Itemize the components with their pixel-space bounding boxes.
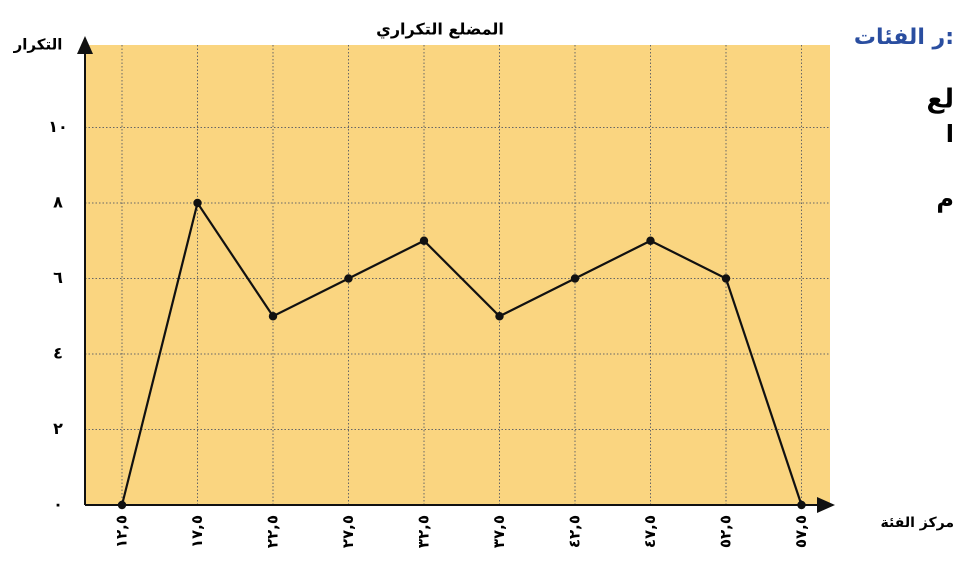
side-text: لع (926, 85, 954, 115)
side-text: ر الفئات: (854, 25, 954, 50)
point (495, 312, 503, 320)
y-tick-label: ٨ (53, 193, 63, 212)
x-tick-label: ٤٢,٥ (566, 515, 584, 548)
point (193, 199, 201, 207)
point (118, 501, 126, 509)
x-tick-label: ١٧,٥ (188, 515, 206, 548)
x-tick-label: ١٢,٥ (113, 515, 131, 548)
point (646, 237, 654, 245)
point (420, 237, 428, 245)
x-tick-label: ٣٧,٥ (490, 515, 508, 548)
y-axis-label: التكرار (13, 36, 63, 54)
x-tick-label: ٤٧,٥ (641, 515, 659, 548)
point (722, 274, 730, 282)
side-text: ا (946, 120, 954, 148)
x-tick-label: ٥٢,٥ (717, 515, 735, 548)
point (269, 312, 277, 320)
x-tick-label: ٣٢,٥ (415, 515, 433, 548)
side-text: م (936, 185, 954, 213)
x-tick-label: ٢٢,٥ (264, 515, 282, 548)
x-tick-label: ٥٧,٥ (792, 515, 810, 548)
y-tick-label: ١٠ (48, 117, 68, 136)
y-tick-label: ٤ (53, 344, 63, 363)
y-tick-label: ٢ (53, 419, 63, 438)
x-tick-label: ٢٧,٥ (339, 515, 357, 548)
point (571, 274, 579, 282)
chart: المضلع التكراري التكرار مركز الفئة ر الف… (0, 0, 954, 573)
y-tick-label: ٦ (53, 268, 63, 287)
point (797, 501, 805, 509)
x-axis-label: مركز الفئة (881, 515, 954, 531)
point (344, 274, 352, 282)
page: المضلع التكراري التكرار مركز الفئة ر الف… (0, 0, 954, 573)
chart-title: المضلع التكراري (376, 20, 504, 40)
y-tick-label: ٠ (53, 495, 63, 514)
